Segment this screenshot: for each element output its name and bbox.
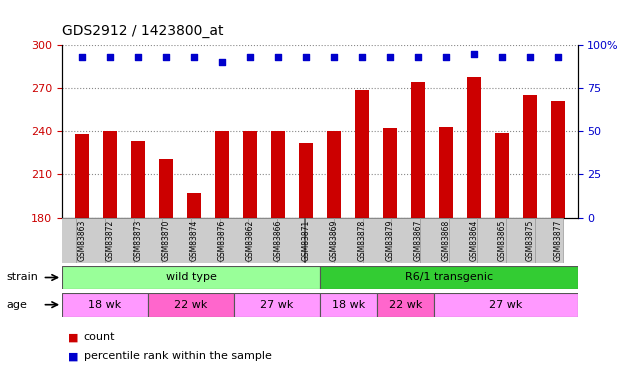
FancyBboxPatch shape [377, 292, 434, 317]
FancyBboxPatch shape [420, 217, 449, 262]
Text: strain: strain [6, 273, 38, 282]
FancyBboxPatch shape [148, 292, 234, 317]
FancyBboxPatch shape [62, 266, 320, 289]
Point [441, 54, 451, 60]
Bar [411, 82, 425, 218]
Text: GSM83871: GSM83871 [301, 220, 310, 261]
FancyBboxPatch shape [105, 217, 134, 262]
FancyBboxPatch shape [76, 217, 105, 262]
FancyBboxPatch shape [363, 217, 391, 262]
FancyBboxPatch shape [48, 217, 76, 262]
Point [133, 54, 143, 60]
Text: GSM83862: GSM83862 [245, 220, 254, 261]
Bar [75, 134, 89, 218]
FancyBboxPatch shape [434, 292, 578, 317]
FancyBboxPatch shape [248, 217, 277, 262]
FancyBboxPatch shape [535, 217, 563, 262]
Text: GSM83878: GSM83878 [357, 220, 366, 261]
Bar [187, 193, 201, 217]
Bar [299, 143, 313, 218]
Point [77, 54, 87, 60]
FancyBboxPatch shape [220, 217, 248, 262]
Bar [355, 90, 369, 218]
Point [273, 54, 283, 60]
Point [357, 54, 367, 60]
Bar [439, 127, 453, 218]
Bar [131, 141, 145, 218]
Text: R6/1 transgenic: R6/1 transgenic [405, 273, 492, 282]
Text: wild type: wild type [166, 273, 216, 282]
Text: 22 wk: 22 wk [389, 300, 422, 310]
Text: GSM83872: GSM83872 [105, 220, 114, 261]
Bar [551, 101, 565, 217]
Text: ■: ■ [68, 351, 79, 361]
Point [413, 54, 423, 60]
Point [301, 54, 310, 60]
FancyBboxPatch shape [134, 217, 162, 262]
Text: GSM83875: GSM83875 [525, 220, 535, 261]
Text: GSM83869: GSM83869 [329, 220, 338, 261]
Text: percentile rank within the sample: percentile rank within the sample [84, 351, 272, 361]
Bar [271, 131, 285, 218]
Text: GSM83873: GSM83873 [134, 220, 142, 261]
FancyBboxPatch shape [334, 217, 363, 262]
FancyBboxPatch shape [449, 217, 478, 262]
Text: 27 wk: 27 wk [489, 300, 523, 310]
Point [189, 54, 199, 60]
Point [245, 54, 255, 60]
Point [105, 54, 115, 60]
Point [161, 54, 171, 60]
FancyBboxPatch shape [162, 217, 191, 262]
Point [525, 54, 535, 60]
Text: ■: ■ [68, 333, 79, 342]
Text: GSM83865: GSM83865 [497, 220, 506, 261]
Bar [495, 133, 509, 218]
Text: 27 wk: 27 wk [260, 300, 294, 310]
Point [497, 54, 507, 60]
FancyBboxPatch shape [306, 217, 334, 262]
FancyBboxPatch shape [391, 217, 420, 262]
Point [469, 51, 479, 57]
FancyBboxPatch shape [234, 292, 320, 317]
FancyBboxPatch shape [62, 292, 148, 317]
FancyBboxPatch shape [478, 217, 506, 262]
Bar [159, 159, 173, 218]
Text: GSM83870: GSM83870 [161, 220, 170, 261]
Text: age: age [6, 300, 27, 310]
Text: count: count [84, 333, 116, 342]
Point [553, 54, 563, 60]
Bar [102, 131, 117, 218]
Text: GSM83863: GSM83863 [77, 220, 86, 261]
FancyBboxPatch shape [320, 292, 377, 317]
Point [217, 59, 227, 65]
Text: GSM83864: GSM83864 [469, 220, 478, 261]
Text: GSM83868: GSM83868 [442, 220, 450, 261]
FancyBboxPatch shape [277, 217, 306, 262]
Text: 18 wk: 18 wk [332, 300, 365, 310]
Text: 18 wk: 18 wk [88, 300, 122, 310]
Bar [327, 131, 341, 218]
Text: GSM83876: GSM83876 [217, 220, 226, 261]
Bar [383, 128, 397, 217]
Text: GSM83879: GSM83879 [386, 220, 394, 261]
FancyBboxPatch shape [506, 217, 535, 262]
FancyBboxPatch shape [191, 217, 220, 262]
Point [329, 54, 339, 60]
Bar [523, 95, 537, 218]
Text: GSM83867: GSM83867 [414, 220, 422, 261]
FancyBboxPatch shape [320, 266, 578, 289]
Text: GDS2912 / 1423800_at: GDS2912 / 1423800_at [62, 24, 224, 38]
Point [385, 54, 395, 60]
Bar [243, 131, 257, 218]
Bar [467, 76, 481, 218]
Bar [215, 131, 229, 218]
Text: GSM83874: GSM83874 [189, 220, 198, 261]
Text: 22 wk: 22 wk [175, 300, 207, 310]
Text: GSM83866: GSM83866 [273, 220, 283, 261]
Text: GSM83877: GSM83877 [553, 220, 563, 261]
